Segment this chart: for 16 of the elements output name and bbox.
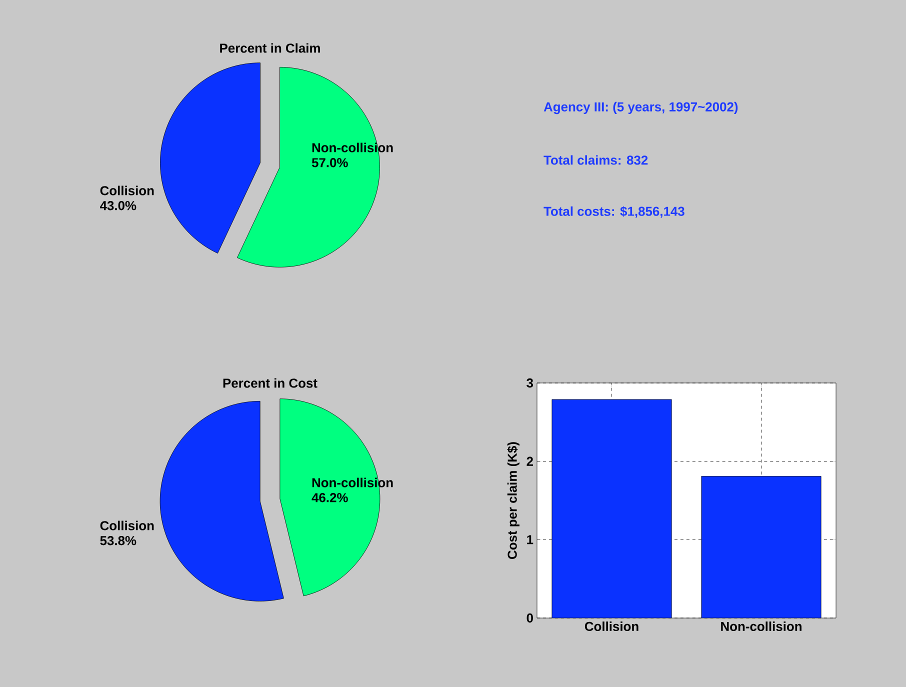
data-label: 57.0% [312,158,348,168]
y-tick-label: 0 [526,613,533,623]
y-tick-label: 2 [526,456,533,466]
slice-label: Collision [100,186,154,196]
y-axis-title: Cost per claim (K$) [507,442,520,559]
chart-title: Percent in Cost [223,378,318,388]
data-label: 53.8% [100,536,136,546]
text: Total claims: 832 [544,155,648,165]
chart-title: Percent in Claim [220,43,320,53]
data-label: 46.2% [312,493,348,502]
data-label: 43.0% [100,201,136,210]
text: Agency III: (5 years, 1997~2002) [544,102,738,114]
y-tick-label: 1 [527,535,534,544]
slice-label: Collision [100,520,154,530]
y-tick-label: 3 [526,378,534,388]
text: Total costs: $1,856,143 [544,206,684,218]
